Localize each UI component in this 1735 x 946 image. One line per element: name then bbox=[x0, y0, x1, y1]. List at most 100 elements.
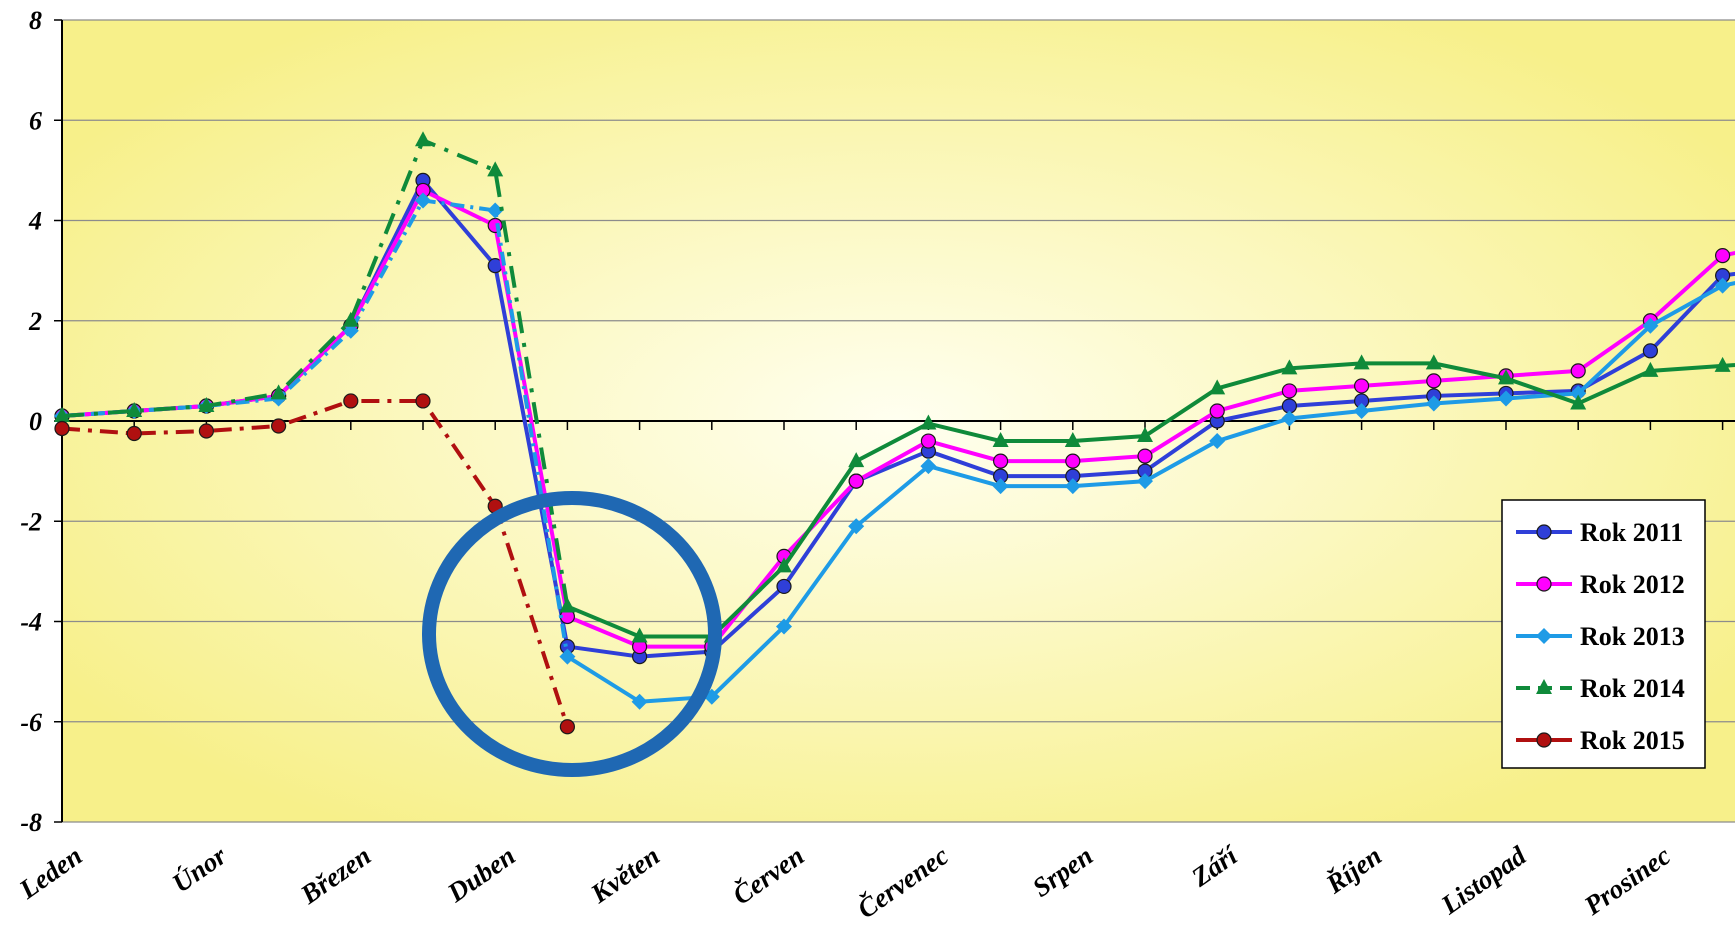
y-tick-label: 8 bbox=[29, 6, 42, 35]
data-point bbox=[1642, 361, 1659, 377]
legend-item: Rok 2015 bbox=[1516, 726, 1685, 755]
data-point bbox=[1065, 453, 1081, 469]
data-point bbox=[1570, 394, 1587, 410]
x-tick-label: Únor bbox=[167, 840, 233, 898]
y-tick-label: -2 bbox=[20, 507, 42, 536]
y-tick-label: -6 bbox=[20, 708, 42, 737]
data-point bbox=[920, 414, 937, 430]
data-point bbox=[54, 406, 70, 422]
data-point bbox=[631, 693, 648, 710]
data-point bbox=[1536, 732, 1552, 748]
data-point bbox=[920, 433, 937, 449]
data-point bbox=[1064, 478, 1081, 495]
data-point bbox=[631, 627, 648, 643]
legend-label: Rok 2014 bbox=[1580, 674, 1685, 703]
data-point bbox=[1714, 356, 1731, 372]
legend-label: Rok 2013 bbox=[1580, 622, 1685, 651]
y-tick-label: 0 bbox=[29, 407, 42, 436]
data-point bbox=[1536, 679, 1552, 694]
data-point bbox=[1498, 369, 1514, 385]
data-point bbox=[126, 401, 143, 417]
data-point bbox=[559, 648, 576, 665]
data-point bbox=[415, 131, 431, 147]
data-point bbox=[1570, 385, 1587, 402]
data-point bbox=[848, 518, 865, 535]
data-point bbox=[1137, 427, 1153, 443]
data-point bbox=[559, 597, 576, 613]
series-rok-2014 bbox=[54, 131, 1735, 643]
y-tick-label: 6 bbox=[29, 106, 42, 135]
y-tick-label: -8 bbox=[20, 808, 42, 837]
x-tick-label: Listopad bbox=[1435, 840, 1532, 920]
data-point bbox=[415, 393, 431, 409]
data-point bbox=[1209, 433, 1226, 450]
data-point bbox=[1281, 410, 1298, 427]
x-tick-label: Duben bbox=[441, 840, 520, 908]
data-point bbox=[1137, 473, 1153, 490]
data-point bbox=[1281, 383, 1298, 399]
data-point bbox=[1642, 317, 1659, 334]
legend: Rok 2011 Rok 2012 Rok 2013 Rok 2014 Rok 2015 bbox=[1501, 499, 1706, 769]
data-point bbox=[1209, 403, 1225, 419]
legend-label: Rok 2011 bbox=[1580, 518, 1683, 547]
data-point bbox=[1064, 432, 1081, 448]
data-point bbox=[776, 557, 792, 573]
data-point bbox=[1425, 354, 1442, 370]
data-point bbox=[1642, 343, 1659, 359]
x-tick-label: Květen bbox=[584, 840, 665, 909]
data-point bbox=[54, 420, 70, 437]
x-tick-label: Září bbox=[1185, 839, 1244, 893]
data-point bbox=[776, 578, 792, 595]
legend-label: Rok 2012 bbox=[1580, 570, 1685, 599]
data-point bbox=[1714, 277, 1731, 294]
legend-item: Rok 2013 bbox=[1516, 622, 1685, 651]
legend-item: Rok 2011 bbox=[1516, 518, 1683, 547]
data-point bbox=[271, 418, 287, 434]
x-tick-label: Říjen bbox=[1320, 840, 1387, 900]
data-point bbox=[776, 618, 792, 635]
highlight-circle bbox=[422, 491, 722, 777]
data-point bbox=[992, 432, 1009, 448]
data-point bbox=[198, 423, 214, 439]
data-point bbox=[920, 458, 937, 475]
legend-item: Rok 2012 bbox=[1516, 570, 1685, 599]
data-point bbox=[1570, 363, 1586, 379]
data-point bbox=[1536, 524, 1552, 540]
data-point bbox=[487, 161, 504, 177]
series-line bbox=[61, 398, 570, 728]
data-point bbox=[1137, 448, 1153, 464]
legend-item: Rok 2014 bbox=[1516, 674, 1685, 703]
y-tick-label: 2 bbox=[28, 307, 42, 336]
legend-label: Rok 2015 bbox=[1580, 726, 1685, 755]
data-point bbox=[848, 452, 865, 468]
data-point bbox=[487, 202, 504, 219]
y-tick-label: -4 bbox=[20, 608, 42, 637]
series-rok-2015 bbox=[54, 393, 576, 735]
data-point bbox=[1536, 576, 1552, 592]
data-point bbox=[1536, 628, 1552, 644]
data-point bbox=[342, 322, 359, 339]
x-tick-label: Červenec bbox=[852, 840, 954, 924]
data-point bbox=[198, 396, 215, 412]
x-tick-label: Prosinec bbox=[1578, 840, 1676, 921]
x-tick-label: Březen bbox=[294, 840, 376, 910]
y-tick-label: 4 bbox=[28, 207, 42, 236]
data-point bbox=[342, 311, 359, 327]
data-point bbox=[992, 478, 1009, 495]
data-point bbox=[1209, 379, 1226, 395]
data-point bbox=[126, 425, 142, 442]
data-point bbox=[1498, 390, 1514, 407]
series-rok-2013 bbox=[54, 192, 1735, 710]
x-tick-label: Leden bbox=[13, 840, 88, 905]
x-axis-ticks: Leden Únor Březen Duben Květen Červen Červenec… bbox=[13, 839, 1676, 924]
data-point bbox=[343, 393, 359, 409]
series-line bbox=[61, 198, 570, 657]
data-point bbox=[1281, 359, 1298, 375]
data-point bbox=[992, 453, 1009, 469]
data-point bbox=[559, 719, 576, 735]
series-line bbox=[566, 281, 1735, 704]
x-tick-label: Červen bbox=[727, 840, 809, 910]
data-point bbox=[848, 473, 864, 489]
data-point bbox=[1353, 354, 1370, 370]
